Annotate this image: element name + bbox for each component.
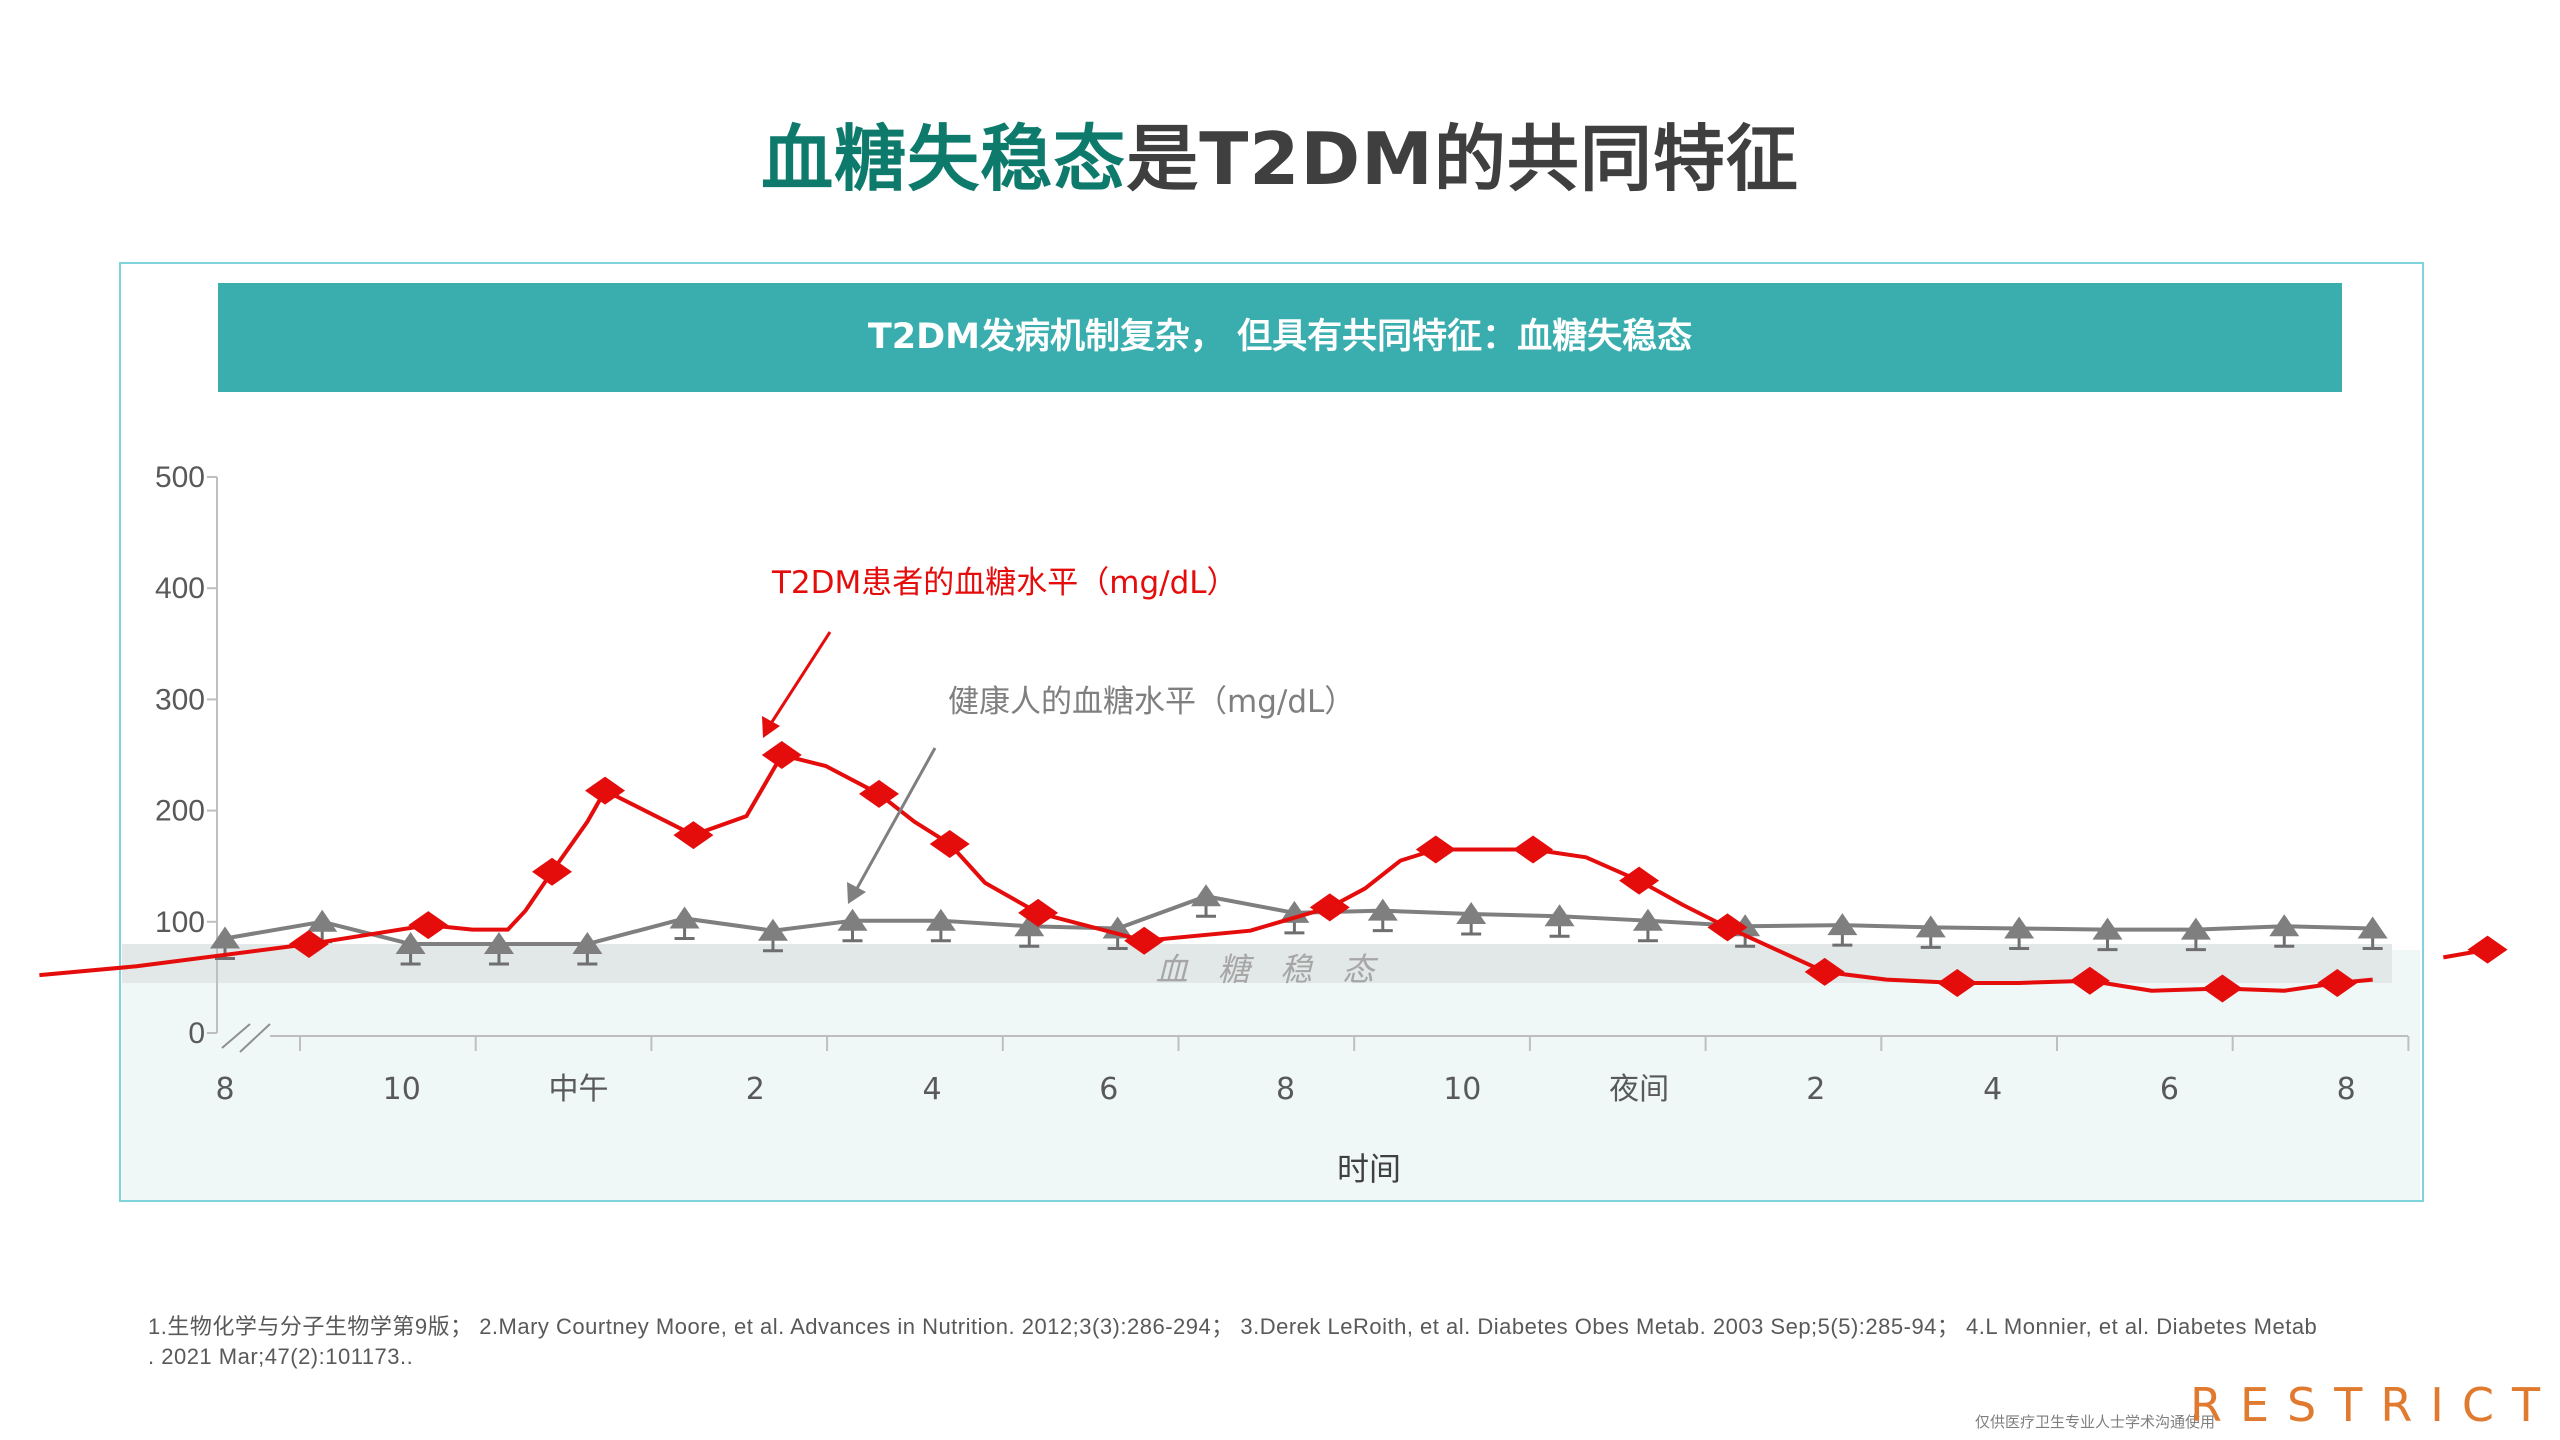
t2dm-point (585, 776, 626, 805)
t2dm-point (761, 741, 802, 769)
t2dm-point (1707, 913, 1748, 942)
t2dm-point (1619, 866, 1660, 895)
x-tick-label: 10 (383, 1072, 421, 1107)
healthy-point (572, 932, 603, 955)
title-rest: 是T2DM的共同特征 (1126, 117, 1799, 201)
t2dm-series-line (39, 753, 2373, 993)
x-tick-label: 夜间 (1609, 1072, 1669, 1107)
banner: T2DM发病机制复杂， 但具有共同特征：血糖失稳态 (218, 283, 2342, 392)
healthy-point (1915, 915, 1946, 938)
y-tick-label: 0 (188, 1017, 205, 1050)
healthy-arrow (853, 747, 937, 893)
x-tick-label: 中午 (549, 1072, 609, 1107)
t2dm-annotation: T2DM患者的血糖水平（mg/dL） (771, 565, 1238, 601)
y-tick-label: 500 (155, 461, 205, 494)
x-tick-label: 10 (1443, 1072, 1481, 1107)
healthy-point (1827, 913, 1858, 936)
healthy-point (2269, 914, 2300, 937)
axis-break-mark (221, 1023, 271, 1053)
healthy-point (1367, 898, 1398, 921)
band-label: 血 糖 稳 态 (1156, 950, 1385, 988)
title-highlight: 血糖失稳态 (761, 117, 1127, 201)
healthy-point (395, 932, 426, 955)
x-tick-label: 6 (2160, 1072, 2179, 1107)
healthy-annotation: 健康人的血糖水平（mg/dL） (948, 684, 1355, 720)
y-tick-label: 200 (155, 795, 205, 828)
healthy-point (2357, 916, 2388, 939)
t2dm-point (2317, 968, 2358, 997)
healthy-point (1014, 914, 1045, 937)
healthy-point (1544, 904, 1575, 927)
x-tick-label: 4 (1983, 1072, 2002, 1107)
x-tick-label: 8 (215, 1072, 234, 1107)
t2dm-point (2202, 974, 2243, 1003)
t2dm-point (1513, 835, 1554, 864)
footer-note: 仅供医疗卫生专业人士学术沟通使用 (1975, 1413, 2216, 1431)
x-tick-label: 8 (1276, 1072, 1295, 1107)
t2dm-arrow (768, 631, 832, 726)
t2dm-point (1937, 968, 1978, 997)
healthy-point (669, 906, 700, 929)
t2dm-point (1124, 926, 1165, 955)
references: 1.生物化学与分子生物学第9版； 2.Mary Courtney Moore, … (148, 1314, 2318, 1369)
x-tick-label: 2 (746, 1072, 765, 1107)
healthy-point (2004, 916, 2035, 939)
x-tick-label: 6 (1099, 1072, 1118, 1107)
t2dm-point (1309, 893, 1350, 922)
healthy-point (483, 932, 514, 955)
y-tick-label: 300 (155, 683, 205, 716)
page-title: 血糖失稳态是T2DM的共同特征 (0, 100, 2560, 205)
t2dm-point (1415, 835, 1456, 864)
t2dm-arrowhead (762, 716, 780, 738)
healthy-point (2180, 917, 2211, 940)
plot-background (122, 950, 2420, 1200)
x-axis-label: 时间 (1337, 1150, 1401, 1188)
healthy-arrowhead (847, 882, 866, 904)
y-tick-label: 100 (155, 906, 205, 939)
t2dm-point (673, 821, 714, 850)
t2dm-point (2069, 966, 2110, 995)
t2dm-point (408, 911, 449, 940)
t2dm-point (929, 829, 970, 858)
t2dm-point (1018, 898, 1059, 927)
healthy-point (1456, 902, 1487, 925)
y-tick-label: 400 (155, 572, 205, 605)
healthy-point (2092, 917, 2123, 940)
healthy-point (307, 909, 338, 932)
x-tick-label: 4 (922, 1072, 941, 1107)
healthy-point (1191, 884, 1222, 907)
healthy-point (837, 908, 868, 931)
t2dm-point (859, 779, 900, 808)
t2dm-point (1804, 957, 1845, 986)
x-tick-label: 8 (2337, 1072, 2356, 1107)
healthy-point (757, 918, 788, 941)
x-tick-label: 2 (1806, 1072, 1825, 1107)
restricted-label: RESTRICTED (2190, 1378, 2560, 1432)
t2dm-point (2467, 935, 2508, 964)
t2dm-point (532, 857, 573, 886)
healthy-point (1632, 908, 1663, 931)
healthy-point (210, 926, 240, 949)
healthy-point (925, 908, 956, 931)
t2dm-point (288, 930, 329, 959)
